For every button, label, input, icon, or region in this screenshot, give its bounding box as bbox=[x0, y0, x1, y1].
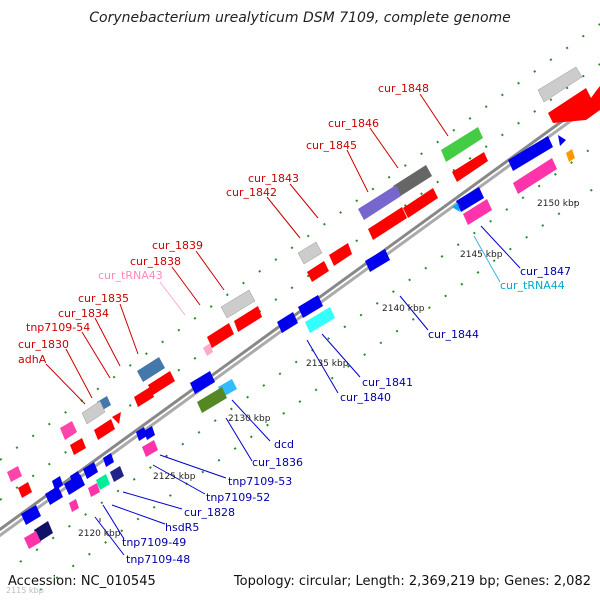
gene-cur_1828-b[interactable] bbox=[96, 474, 110, 490]
kbp-ticks: 2120 kbp 2125 kbp 2130 kbp 2135 kbp 2140… bbox=[78, 199, 580, 539]
label-cur_1836[interactable]: cur_1836 bbox=[252, 456, 303, 469]
gene-cyan-tip[interactable] bbox=[452, 203, 460, 212]
label-cur_1838[interactable]: cur_1838 bbox=[130, 255, 181, 268]
label-cur_1845[interactable]: cur_1845 bbox=[306, 139, 357, 152]
gene-cur_1844-pink[interactable] bbox=[463, 199, 492, 225]
gene-left-pink-b[interactable] bbox=[7, 466, 22, 482]
gene-adhA[interactable] bbox=[112, 412, 121, 424]
gene-cur_1830-b[interactable] bbox=[94, 419, 115, 440]
tick-2145: 2145 kbp bbox=[460, 250, 503, 260]
features-forward[interactable] bbox=[7, 66, 600, 498]
label-cur_1839[interactable]: cur_1839 bbox=[152, 239, 203, 252]
gene-cur_1848-b[interactable] bbox=[537, 66, 583, 103]
gene-tnp7109-48-b[interactable] bbox=[24, 531, 41, 549]
gene-left-red-a[interactable] bbox=[70, 438, 86, 455]
label-cur_1835[interactable]: cur_1835 bbox=[78, 292, 129, 305]
features-reverse[interactable] bbox=[21, 135, 575, 549]
gene-cur_1844[interactable] bbox=[365, 249, 390, 272]
topology-text: Topology: circular; Length: 2,369,219 bp… bbox=[233, 574, 591, 589]
gene-left-red-b[interactable] bbox=[18, 482, 32, 498]
accession-text: Accession: NC_010545 bbox=[8, 574, 156, 589]
label-tnp7109-53[interactable]: tnp7109-53 bbox=[228, 475, 292, 488]
gene-cur_1843-b[interactable] bbox=[368, 207, 407, 240]
gene-cur_1846-b[interactable] bbox=[452, 152, 488, 182]
gene-cur_1839-a[interactable] bbox=[220, 289, 256, 319]
tick-2135: 2135 kbp bbox=[306, 359, 349, 369]
gene-cur_tRNA44[interactable] bbox=[456, 187, 484, 212]
gene-cur_1835-a[interactable] bbox=[137, 357, 165, 382]
gene-cur_1839-b[interactable] bbox=[234, 306, 262, 332]
label-cur_1834[interactable]: cur_1834 bbox=[58, 307, 109, 320]
label-cur_1842[interactable]: cur_1842 bbox=[226, 186, 277, 199]
tick-2120: 2120 kbp bbox=[78, 529, 121, 539]
gene-blue-tip[interactable] bbox=[558, 135, 566, 146]
tick-2125: 2125 kbp bbox=[153, 472, 196, 482]
label-dcd[interactable]: dcd bbox=[274, 438, 294, 451]
leader-lines-upper bbox=[45, 93, 449, 405]
gene-orange-mark[interactable] bbox=[566, 149, 575, 162]
gene-tnp7109-53-b[interactable] bbox=[144, 426, 155, 440]
label-cur_1828[interactable]: cur_1828 bbox=[184, 506, 235, 519]
label-tnp7109-52[interactable]: tnp7109-52 bbox=[206, 491, 270, 504]
gene-cur_1835-b[interactable] bbox=[148, 371, 175, 395]
gene-cur_1828-a[interactable] bbox=[83, 462, 98, 479]
gene-cur_1838[interactable] bbox=[207, 323, 234, 348]
gene-labels-lower: tnp7109-48 tnp7109-49 hsdR5 cur_1828 tnp… bbox=[122, 265, 571, 566]
gene-left-blue-a[interactable] bbox=[21, 505, 41, 525]
gene-tnp7109-48-a[interactable] bbox=[34, 521, 53, 542]
label-cur_1844[interactable]: cur_1844 bbox=[428, 328, 479, 341]
gene-cur_1842-b[interactable] bbox=[329, 243, 352, 266]
tick-2150: 2150 kbp bbox=[537, 199, 580, 209]
label-tnp7109-48[interactable]: tnp7109-48 bbox=[126, 553, 190, 566]
label-cur_tRNA43[interactable]: cur_tRNA43 bbox=[98, 269, 163, 282]
label-cur_tRNA44[interactable]: cur_tRNA44 bbox=[500, 279, 565, 292]
label-adhA[interactable]: adhA bbox=[18, 353, 47, 366]
gene-cur_tRNA43[interactable] bbox=[203, 343, 213, 356]
label-cur_1843[interactable]: cur_1843 bbox=[248, 172, 299, 185]
gene-cur_1842-c[interactable] bbox=[307, 261, 329, 282]
gene-left-blue-b[interactable] bbox=[45, 486, 63, 505]
map-title: Corynebacterium urealyticum DSM 7109, co… bbox=[89, 10, 511, 26]
gene-tnp7109-53-c[interactable] bbox=[142, 440, 158, 457]
gene-cur_1828-c[interactable] bbox=[88, 483, 100, 497]
gene-cur_1830-a[interactable] bbox=[81, 400, 106, 425]
gene-cur_1836-a[interactable] bbox=[190, 371, 215, 394]
gene-cur_1848[interactable] bbox=[548, 86, 600, 123]
tick-2140: 2140 kbp bbox=[382, 304, 425, 314]
gene-cur_1847-b[interactable] bbox=[513, 158, 557, 194]
label-cur_1847[interactable]: cur_1847 bbox=[520, 265, 571, 278]
label-cur_1840[interactable]: cur_1840 bbox=[340, 391, 391, 404]
gene-cur_1836-b[interactable] bbox=[197, 387, 227, 413]
gene-left-blue-c[interactable] bbox=[52, 476, 63, 490]
gene-tnp7109-53-a[interactable] bbox=[136, 427, 147, 441]
gene-tnp7109-52[interactable] bbox=[110, 466, 124, 482]
label-cur_1848[interactable]: cur_1848 bbox=[378, 82, 429, 95]
label-tnp7109-54[interactable]: tnp7109-54 bbox=[26, 321, 90, 334]
gene-cur_1841-b[interactable] bbox=[305, 307, 335, 333]
tick-2130: 2130 kbp bbox=[228, 414, 271, 424]
gene-cur_1845-a[interactable] bbox=[393, 165, 432, 197]
gene-cur_1845-b[interactable] bbox=[403, 188, 438, 218]
gene-cur_1841-a[interactable] bbox=[298, 295, 323, 318]
gene-cur_1840[interactable] bbox=[277, 312, 298, 333]
gene-cur_1847-a[interactable] bbox=[508, 136, 553, 171]
label-cur_1846[interactable]: cur_1846 bbox=[328, 117, 379, 130]
label-cur_1841[interactable]: cur_1841 bbox=[362, 376, 413, 389]
gene-left-blue-e[interactable] bbox=[103, 453, 114, 467]
gene-cur_1834[interactable] bbox=[134, 387, 154, 407]
leader-lines-lower bbox=[94, 225, 521, 556]
genome-backbone bbox=[0, 91, 600, 538]
gene-cur_1846-a[interactable] bbox=[441, 127, 483, 162]
corner-kbp-text: 2115 kbp bbox=[6, 586, 44, 595]
label-hsdR5[interactable]: hsdR5 bbox=[165, 521, 199, 534]
gene-tnp7109-49[interactable] bbox=[69, 499, 79, 512]
gene-left-blue-d[interactable] bbox=[70, 471, 81, 485]
gene-cur_1843-a[interactable] bbox=[358, 185, 401, 220]
gene-cur_1842-a[interactable] bbox=[297, 241, 323, 265]
gene-left-pink[interactable] bbox=[60, 421, 77, 440]
label-tnp7109-49[interactable]: tnp7109-49 bbox=[122, 536, 186, 549]
gene-labels-upper: adhA cur_1830 tnp7109-54 cur_1834 cur_18… bbox=[18, 82, 429, 366]
label-cur_1830[interactable]: cur_1830 bbox=[18, 338, 69, 351]
